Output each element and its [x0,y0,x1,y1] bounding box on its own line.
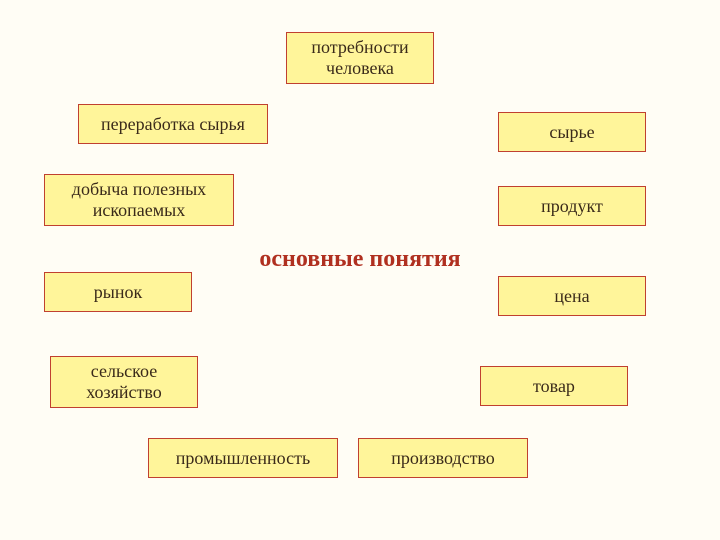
concept-node-raw: сырье [498,112,646,152]
concept-node-label: производство [391,448,495,469]
concept-node-industry: промышленность [148,438,338,478]
concept-node-label: товар [533,376,575,397]
center-title: основные понятия [240,246,480,273]
concept-node-needs: потребности человека [286,32,434,84]
concept-node-label: сельское хозяйство [86,361,162,402]
concept-node-goods: товар [480,366,628,406]
concept-node-label: сырье [549,122,594,143]
concept-node-label: цена [554,286,589,307]
concept-node-raw-proc: переработка сырья [78,104,268,144]
concept-node-label: добыча полезных ископаемых [72,179,206,220]
concept-node-production: производство [358,438,528,478]
concept-node-price: цена [498,276,646,316]
concept-node-label: переработка сырья [101,114,245,135]
concept-node-label: промышленность [176,448,310,469]
concept-node-market: рынок [44,272,192,312]
concept-node-label: продукт [541,196,603,217]
concept-node-product: продукт [498,186,646,226]
concept-node-mining: добыча полезных ископаемых [44,174,234,226]
concept-node-label: потребности человека [311,37,408,78]
concept-node-agriculture: сельское хозяйство [50,356,198,408]
concept-node-label: рынок [94,282,142,303]
